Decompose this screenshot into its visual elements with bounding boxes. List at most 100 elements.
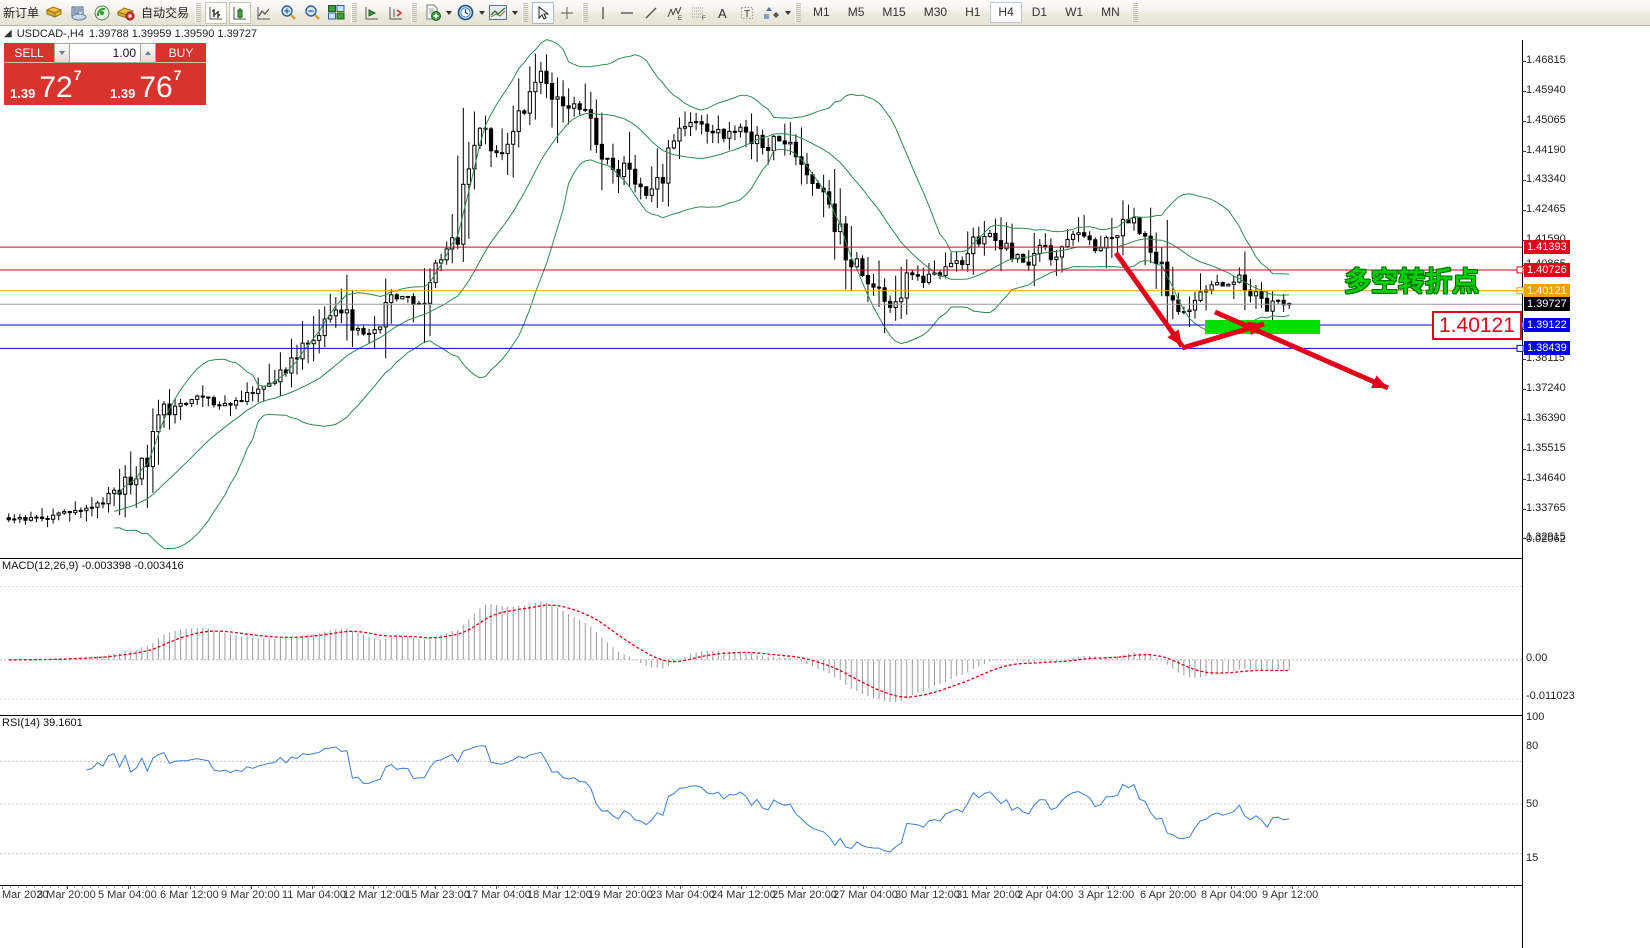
- price-scale-divider: [1522, 40, 1523, 948]
- ask-price-fraction: 7: [173, 67, 182, 83]
- time-minor-tick: [402, 886, 403, 888]
- text-icon[interactable]: A: [712, 2, 734, 24]
- buy-button[interactable]: BUY: [156, 43, 206, 63]
- time-minor-tick: [466, 886, 467, 888]
- crosshair-icon[interactable]: [556, 2, 578, 24]
- price-callout-box[interactable]: 1.40121: [1432, 311, 1522, 340]
- time-minor-tick: [642, 886, 643, 888]
- price-level-label-1.38439[interactable]: 1.38439: [1524, 341, 1570, 356]
- fibonacci-icon[interactable]: F: [688, 2, 710, 24]
- elliott-wave-icon[interactable]: E: [664, 2, 686, 24]
- price-level-label-1.39122[interactable]: 1.39122: [1524, 317, 1570, 332]
- price-tick-label: 1.45065: [1526, 114, 1566, 127]
- indicators-icon[interactable]: [487, 2, 509, 24]
- toolbar-separator: [522, 2, 529, 23]
- time-minor-tick: [1218, 886, 1219, 888]
- time-minor-tick: [386, 886, 387, 888]
- time-minor-tick: [1162, 886, 1163, 888]
- time-minor-tick: [1378, 886, 1379, 888]
- price-level-label-1.40121[interactable]: 1.40121: [1524, 283, 1570, 298]
- time-minor-tick: [1474, 886, 1475, 888]
- price-level-label-1.40726[interactable]: 1.40726: [1524, 262, 1570, 277]
- cursor-icon[interactable]: [532, 1, 555, 24]
- horizontal-line-icon[interactable]: [616, 2, 638, 24]
- time-axis[interactable]: Mar 2020 3 Mar 20:00 5 Mar 04:00 6 Mar 12:0…: [0, 885, 1522, 905]
- text-label-icon[interactable]: T: [736, 2, 758, 24]
- time-minor-tick: [1202, 886, 1203, 888]
- autotrading-label[interactable]: 自动交易: [141, 6, 190, 20]
- volume-stepper[interactable]: 1.00: [54, 43, 156, 63]
- timeframe-w1[interactable]: W1: [1065, 5, 1084, 19]
- time-minor-tick: [1026, 886, 1027, 888]
- time-axis-label: 8 Apr 04:00: [1201, 889, 1258, 901]
- new-order-label[interactable]: 新订单: [3, 6, 40, 20]
- volume-decrease-icon[interactable]: [54, 43, 70, 63]
- bar-chart-icon[interactable]: [205, 1, 228, 24]
- time-minor-tick: [778, 886, 779, 888]
- templates-dropdown-arrow-icon[interactable]: [444, 2, 453, 24]
- time-minor-tick: [1282, 886, 1283, 888]
- time-minor-tick: [754, 886, 755, 888]
- line-chart-icon[interactable]: [253, 2, 275, 24]
- vertical-line-icon[interactable]: [592, 2, 614, 24]
- timeframe-m30[interactable]: M30: [923, 5, 948, 19]
- trend-arrow-annotation[interactable]: [0, 40, 1522, 556]
- open-data-folder-icon[interactable]: [43, 2, 65, 24]
- shapes-icon[interactable]: [760, 2, 782, 24]
- time-minor-tick: [482, 886, 483, 888]
- price-tick-label: 1.43340: [1526, 173, 1566, 186]
- time-minor-tick: [658, 886, 659, 888]
- time-minor-tick: [554, 886, 555, 888]
- templates-icon[interactable]: [421, 2, 443, 24]
- price-tick: [1522, 180, 1526, 182]
- shapes-dropdown-arrow-icon[interactable]: [783, 2, 792, 24]
- time-minor-tick: [1370, 886, 1371, 888]
- chinese-annotation-text[interactable]: 多空转折点: [1344, 267, 1479, 298]
- bid-price-box[interactable]: 1.39 72 7: [4, 63, 104, 105]
- autotrading-icon[interactable]: [115, 2, 137, 24]
- trendline-icon[interactable]: [640, 2, 662, 24]
- timeframe-m5[interactable]: M5: [847, 5, 865, 19]
- timeframe-d1[interactable]: D1: [1031, 5, 1048, 19]
- price-tick: [1522, 537, 1526, 539]
- volume-input[interactable]: 1.00: [70, 43, 140, 63]
- time-minor-tick: [762, 886, 763, 888]
- timeframe-m1[interactable]: M1: [813, 5, 830, 19]
- time-axis-label: 18 Mar 12:00: [527, 889, 592, 901]
- time-minor-tick: [1194, 886, 1195, 888]
- time-minor-tick: [130, 886, 131, 888]
- time-minor-tick: [714, 886, 715, 888]
- period-dropdown-arrow-icon[interactable]: [477, 2, 486, 24]
- time-minor-tick: [970, 886, 971, 888]
- price-tick: [1522, 359, 1526, 361]
- candlestick-chart-icon[interactable]: [229, 1, 252, 24]
- indicators-dropdown-arrow-icon[interactable]: [510, 2, 519, 24]
- chart-cursor-icon: ◢: [4, 28, 12, 39]
- tile-windows-icon[interactable]: [325, 2, 347, 24]
- timeframe-h1[interactable]: H1: [965, 5, 981, 19]
- price-level-label-1.39727[interactable]: 1.39727: [1524, 297, 1570, 312]
- time-minor-tick: [530, 886, 531, 888]
- volume-increase-icon[interactable]: [140, 43, 156, 63]
- sell-button[interactable]: SELL: [4, 43, 54, 63]
- time-minor-tick: [242, 886, 243, 888]
- auto-scroll-icon[interactable]: [385, 2, 407, 24]
- time-minor-tick: [1402, 886, 1403, 888]
- price-level-label-1.41393[interactable]: 1.41393: [1524, 240, 1570, 255]
- bid-price-fraction: 7: [73, 67, 82, 83]
- time-tick: [190, 886, 191, 889]
- market-watch-icon[interactable]: [67, 2, 89, 24]
- zoom-out-icon[interactable]: [301, 2, 323, 24]
- time-minor-tick: [930, 886, 931, 888]
- time-tick: [67, 886, 68, 889]
- price-tick: [1522, 61, 1526, 63]
- period-clock-icon[interactable]: [454, 2, 476, 24]
- ask-price-box[interactable]: 1.39 76 7: [104, 63, 206, 105]
- chart-canvas[interactable]: 1.46815 1.45940 1.45065 1.44190 1.43340 1.424…: [0, 39, 1650, 948]
- signals-icon[interactable]: [91, 2, 113, 24]
- zoom-in-icon[interactable]: [277, 2, 299, 24]
- chart-shift-icon[interactable]: [361, 2, 383, 24]
- timeframe-h4[interactable]: H4: [990, 2, 1022, 23]
- timeframe-mn[interactable]: MN: [1101, 5, 1120, 19]
- timeframe-m15[interactable]: M15: [882, 5, 906, 19]
